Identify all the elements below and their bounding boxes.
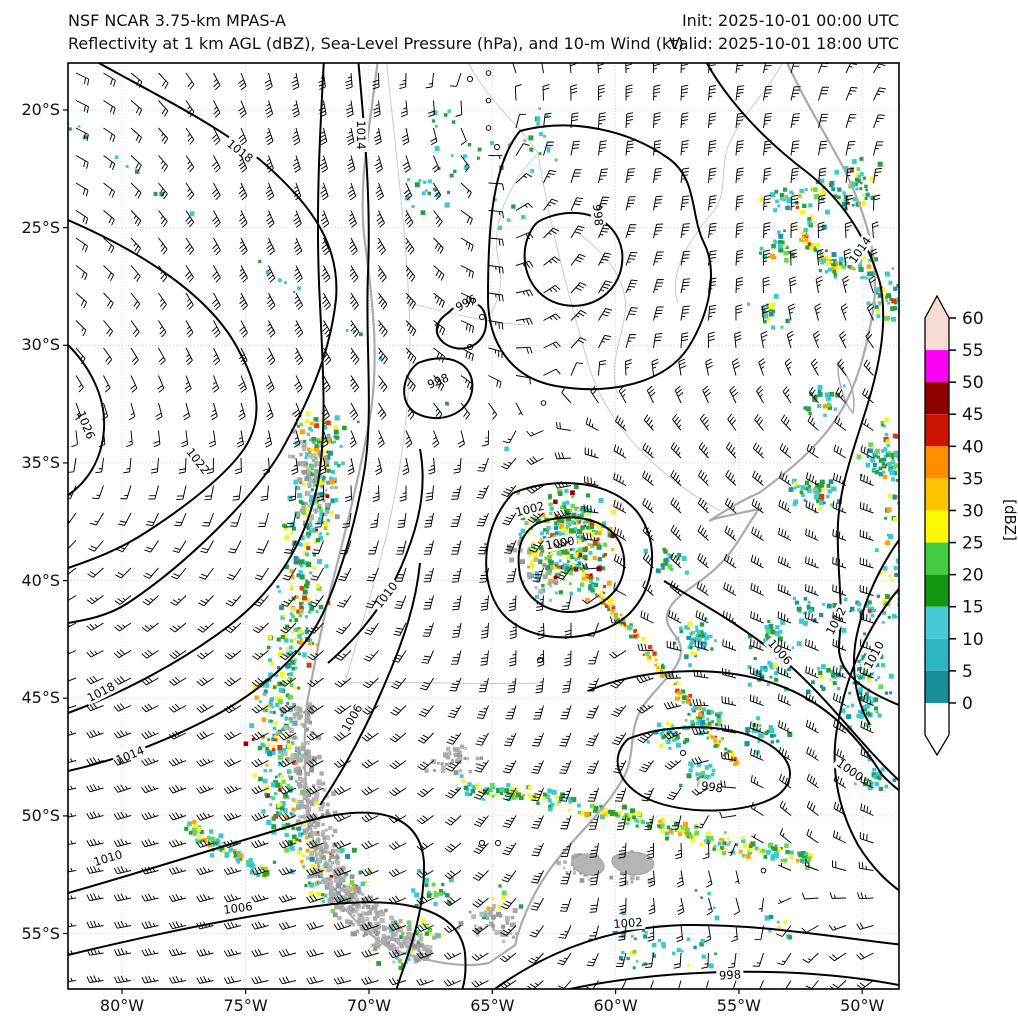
y-tick-label: 30°S xyxy=(21,335,60,355)
svg-text:1006: 1006 xyxy=(223,899,254,917)
y-tick-label: 50°S xyxy=(21,805,60,825)
svg-text:1010: 1010 xyxy=(92,847,124,869)
svg-text:998: 998 xyxy=(700,779,724,796)
colorbar-tick-label: 10 xyxy=(962,630,984,650)
svg-text:1014: 1014 xyxy=(114,743,146,767)
svg-text:998: 998 xyxy=(719,967,742,982)
colorbar-axis-label: [dBZ] xyxy=(1001,499,1018,541)
colorbar-tick-label: 25 xyxy=(962,534,984,554)
colorbar-tick-label: 60 xyxy=(962,309,984,329)
x-tick-label: 50°W xyxy=(840,996,885,1015)
valid-time: Valid: 2025-10-01 18:00 UTC xyxy=(668,34,899,53)
colorbar-tick-label: 35 xyxy=(962,469,984,489)
x-tick-label: 55°W xyxy=(716,996,761,1015)
svg-text:998: 998 xyxy=(590,203,606,226)
y-tick-label: 45°S xyxy=(21,688,60,708)
init-time: Init: 2025-10-01 00:00 UTC xyxy=(681,11,899,30)
svg-text:1014: 1014 xyxy=(354,120,368,149)
y-tick-label: 55°S xyxy=(21,923,60,943)
x-tick-label: 60°W xyxy=(593,996,638,1015)
colorbar: 60 55 50 45 40 35 30 25 20 15 10 5 0 [dBZ] xyxy=(905,280,1018,780)
colorbar-tick-label: 30 xyxy=(962,501,984,521)
colorbar-tick-label: 5 xyxy=(962,662,973,682)
y-tick-label: 20°S xyxy=(21,100,60,119)
x-tick-label: 80°W xyxy=(99,996,145,1015)
svg-text:1006: 1006 xyxy=(339,702,366,734)
colorbar-tick-label: 0 xyxy=(962,694,973,714)
y-tick-label: 40°S xyxy=(21,570,60,590)
map-canvas: 1018102210261018101410141010100610061010… xyxy=(63,62,900,994)
wind-barb-layer xyxy=(68,63,887,989)
x-tick-label: 65°W xyxy=(470,996,515,1015)
colorbar-tick-label: 20 xyxy=(962,566,984,586)
model-title: NSF NCAR 3.75-km MPAS-A xyxy=(68,11,286,30)
colorbar-tick-label: 15 xyxy=(962,598,984,618)
x-tick-label: 75°W xyxy=(223,996,268,1015)
y-tick-label: 35°S xyxy=(21,452,60,472)
colorbar-tick-label: 45 xyxy=(962,405,984,425)
svg-text:1000: 1000 xyxy=(544,534,575,553)
x-tick-label: 70°W xyxy=(346,996,392,1015)
fields-subtitle: Reflectivity at 1 km AGL (dBZ), Sea-Leve… xyxy=(68,34,684,53)
colorbar-tick-label: 40 xyxy=(962,437,984,457)
colorbar-tick-label: 55 xyxy=(962,341,984,361)
colorbar-tick-label: 50 xyxy=(962,373,984,393)
y-tick-label: 25°S xyxy=(21,217,60,237)
svg-text:1026: 1026 xyxy=(74,409,98,441)
svg-text:1002: 1002 xyxy=(613,915,643,931)
map-panel: 1018 1022 1026 1018 1014 1014 1010 1006 1006 1010… xyxy=(63,62,900,994)
